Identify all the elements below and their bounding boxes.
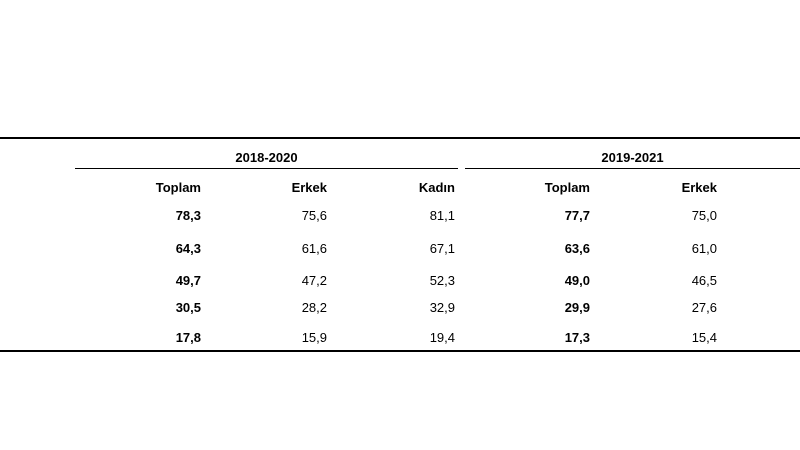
table-cell: 32,9 (429, 300, 455, 315)
table-cell: 15,9 (301, 330, 327, 345)
group-header-2019-2021: 2019-2021 (601, 150, 664, 165)
table-cell: 75,6 (301, 208, 327, 223)
table-bottom-rule (0, 350, 800, 352)
table-cell: 28,2 (301, 300, 327, 315)
table-cell: 49,0 (564, 273, 590, 288)
group-header-2018-2020: 2018-2020 (235, 150, 298, 165)
column-header-toplam-2019: Toplam (544, 180, 590, 195)
column-header-erkek-2019: Erkek (681, 180, 717, 195)
table-cell: 19,4 (429, 330, 455, 345)
table-cell: 27,6 (691, 300, 717, 315)
table-cell: 17,8 (175, 330, 201, 345)
table-cell: 17,3 (564, 330, 590, 345)
table-cell: 61,0 (691, 241, 717, 256)
table-cell: 61,6 (301, 241, 327, 256)
group-underline-2019-2021 (465, 168, 800, 169)
table-cell: 77,7 (564, 208, 590, 223)
table-cell: 29,9 (564, 300, 590, 315)
table-top-rule (0, 137, 800, 139)
table-cell: 64,3 (175, 241, 201, 256)
table-cell: 47,2 (301, 273, 327, 288)
column-header-toplam-2018: Toplam (155, 180, 201, 195)
column-header-kadin-2018: Kadın (418, 180, 455, 195)
table-cell: 49,7 (175, 273, 201, 288)
table-cell: 46,5 (691, 273, 717, 288)
table-cell: 81,1 (429, 208, 455, 223)
table-cell: 30,5 (175, 300, 201, 315)
table-cell: 52,3 (429, 273, 455, 288)
table-cell: 78,3 (175, 208, 201, 223)
column-header-erkek-2018: Erkek (291, 180, 327, 195)
table-cell: 75,0 (691, 208, 717, 223)
group-underline-2018-2020 (75, 168, 458, 169)
table-cell: 15,4 (691, 330, 717, 345)
table-cell: 67,1 (429, 241, 455, 256)
table-cell: 63,6 (564, 241, 590, 256)
